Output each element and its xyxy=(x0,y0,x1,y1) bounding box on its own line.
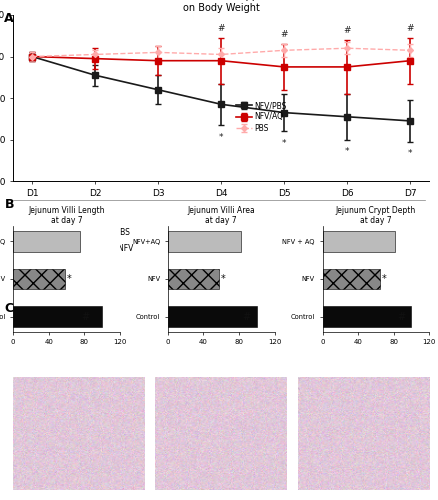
Text: A: A xyxy=(4,12,14,26)
Title: Jejunum Crypt Depth
at day 7: Jejunum Crypt Depth at day 7 xyxy=(336,206,416,226)
Bar xyxy=(13,231,80,252)
Text: #  P < 0.05 compared to NFV: # P < 0.05 compared to NFV xyxy=(21,244,134,254)
Bar xyxy=(168,231,241,252)
Text: #: # xyxy=(280,30,288,39)
Title: Jejunum Villi Area
at day 7: Jejunum Villi Area at day 7 xyxy=(187,206,255,226)
Text: *: * xyxy=(221,274,226,284)
Bar xyxy=(322,306,411,327)
Text: B: B xyxy=(4,198,14,210)
Text: *: * xyxy=(282,139,286,148)
Text: *: * xyxy=(382,274,387,284)
Bar xyxy=(322,268,380,289)
Text: #: # xyxy=(343,26,351,35)
Title: Jejunum Villi Length
at day 7: Jejunum Villi Length at day 7 xyxy=(28,206,105,226)
Text: #: # xyxy=(243,312,251,322)
Text: *: * xyxy=(67,274,71,284)
Text: *: * xyxy=(345,147,350,156)
Text: #: # xyxy=(406,24,414,33)
Text: *  P < 0.05 compared to PBS: * P < 0.05 compared to PBS xyxy=(21,228,131,236)
Legend: NFV/PBS, NFV/AQ, PBS: NFV/PBS, NFV/AQ, PBS xyxy=(233,98,290,136)
Bar xyxy=(168,306,257,327)
Title: Effect of NFV and  AQ supplementation
on Body Weight: Effect of NFV and AQ supplementation on … xyxy=(126,0,317,13)
Bar xyxy=(13,306,102,327)
Bar xyxy=(168,268,219,289)
Bar xyxy=(322,231,396,252)
Text: *: * xyxy=(408,149,413,158)
Text: #: # xyxy=(397,312,405,322)
Text: #: # xyxy=(81,312,90,322)
Bar xyxy=(13,268,65,289)
Text: #: # xyxy=(217,24,225,33)
Text: *: * xyxy=(219,132,223,141)
Text: C: C xyxy=(4,302,14,316)
